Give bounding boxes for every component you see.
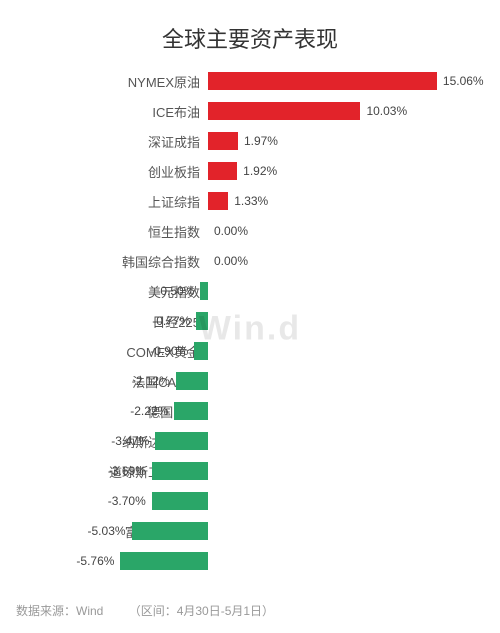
chart-row: 创业板指 1.92% <box>0 156 500 186</box>
value-label: 15.06% <box>443 74 484 88</box>
value-label: -3.70% <box>108 494 146 508</box>
chart-footer: 数据来源：Wind （区间：4月30日-5月1日） <box>16 602 296 619</box>
category-label: 深证成指 <box>148 132 208 151</box>
value-label: 1.33% <box>234 194 268 208</box>
category-label: 恒生指数 <box>148 222 208 241</box>
value-label: -0.90% <box>150 344 188 358</box>
bar <box>200 282 208 300</box>
category-label: 韩国综合指数 <box>122 252 208 271</box>
value-label: -5.76% <box>76 554 114 568</box>
value-label: 1.97% <box>244 134 278 148</box>
bar <box>194 342 208 360</box>
chart-row: 富时100-5.76% <box>0 546 500 576</box>
chart-row: 纳斯达克指数-3.47% <box>0 426 500 456</box>
bar <box>152 462 208 480</box>
value-label: -3.47% <box>111 434 149 448</box>
value-label: 10.03% <box>366 104 407 118</box>
chart-row: 美元指数-0.50% <box>0 276 500 306</box>
bar <box>208 132 238 150</box>
chart-row: 日经225-0.77% <box>0 306 500 336</box>
bar <box>208 102 360 120</box>
chart-row: 法国CAC40-2.12% <box>0 366 500 396</box>
bar <box>155 432 208 450</box>
value-label: 1.92% <box>243 164 277 178</box>
chart-row: 深证成指 1.97% <box>0 126 500 156</box>
category-label: NYMEX原油 <box>128 72 208 91</box>
asset-performance-chart: NYMEX原油 15.06% ICE布油 10.03% 深证成指 1.97% 创业板指 1.9… <box>0 66 500 576</box>
bar <box>120 552 208 570</box>
chart-row: 韩国综合指数 0.00% <box>0 246 500 276</box>
bar <box>208 72 437 90</box>
category-label: 上证综指 <box>148 192 208 211</box>
category-label: 创业板指 <box>148 162 208 181</box>
value-label: -0.50% <box>156 284 194 298</box>
chart-row: NYMEX原油 15.06% <box>0 66 500 96</box>
chart-title: 全球主要资产表现 <box>0 0 500 66</box>
chart-row: ICE布油 10.03% <box>0 96 500 126</box>
value-label: 0.00% <box>214 254 248 268</box>
bar <box>208 162 237 180</box>
chart-row: 恒生指数 0.00% <box>0 216 500 246</box>
source-label: 数据来源：Wind <box>16 604 103 618</box>
bar <box>176 372 208 390</box>
chart-row: 道琼斯工业指数-3.69% <box>0 456 500 486</box>
chart-row: 德国DAX-2.22% <box>0 396 500 426</box>
bar <box>174 402 208 420</box>
value-label: 0.00% <box>214 224 248 238</box>
value-label: -0.77% <box>152 314 190 328</box>
chart-row: 富时中国A50-5.03% <box>0 516 500 546</box>
value-label: -2.12% <box>132 374 170 388</box>
chart-row: COMEX黄金-0.90% <box>0 336 500 366</box>
bar <box>208 192 228 210</box>
value-label: -2.22% <box>130 404 168 418</box>
chart-row: 标普500-3.70% <box>0 486 500 516</box>
chart-row: 上证综指 1.33% <box>0 186 500 216</box>
value-label: -3.69% <box>108 464 146 478</box>
bar <box>132 522 208 540</box>
value-label: -5.03% <box>88 524 126 538</box>
range-label: （区间：4月30日-5月1日） <box>129 604 274 618</box>
bar <box>152 492 208 510</box>
category-label: ICE布油 <box>152 102 208 121</box>
bar <box>196 312 208 330</box>
